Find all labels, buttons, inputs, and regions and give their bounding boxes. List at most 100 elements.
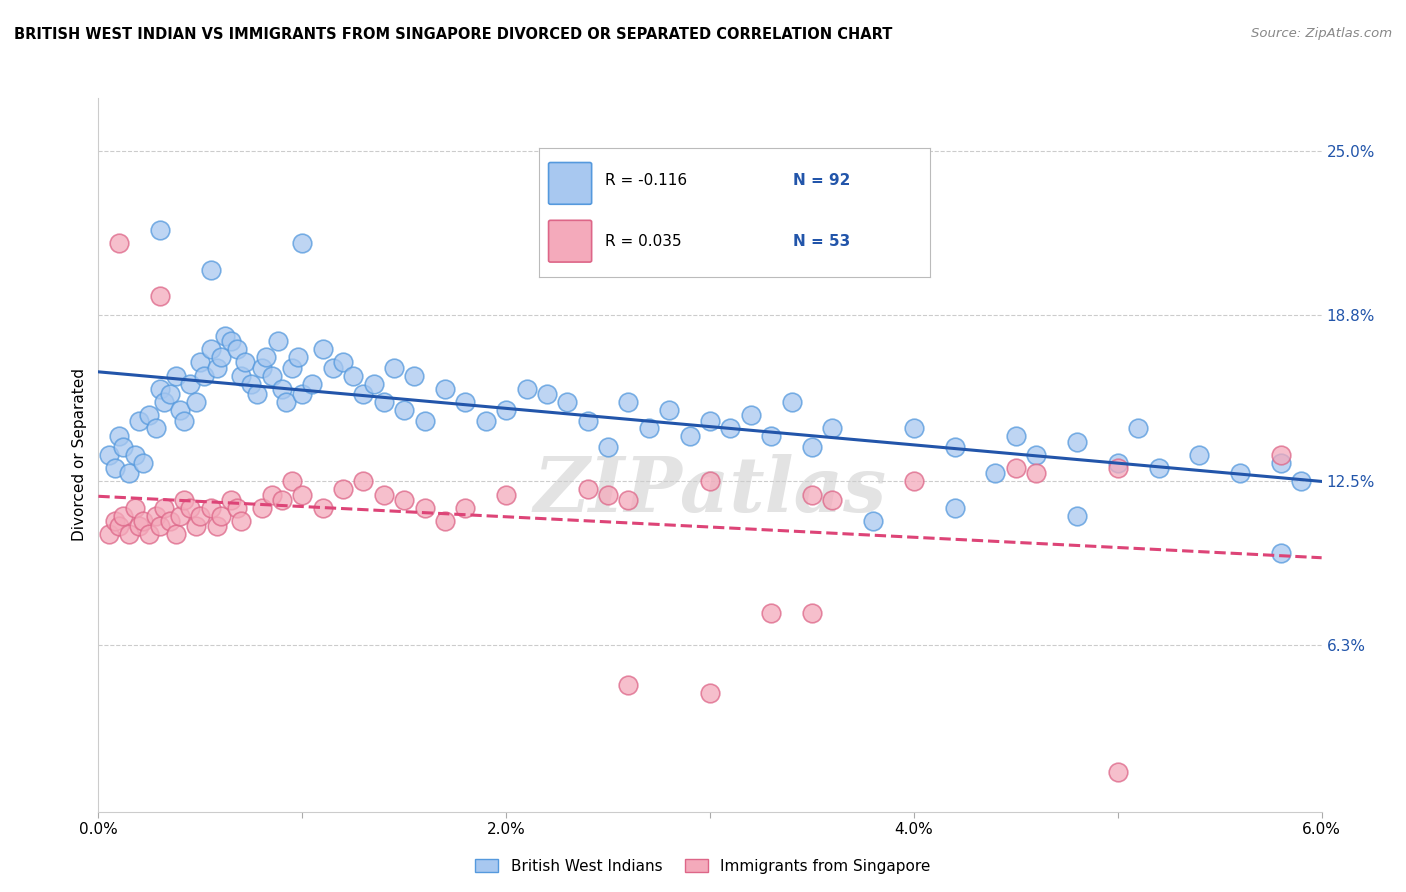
Point: [108, 519, 131, 533]
Point: [254, 350, 277, 364]
Point: [332, 355, 354, 369]
Point: [152, 395, 174, 409]
Point: [1004, 429, 1026, 443]
Point: [454, 500, 477, 515]
Point: [1066, 434, 1088, 449]
Point: [392, 492, 416, 507]
Point: [169, 403, 191, 417]
Point: [246, 387, 269, 401]
Point: [576, 483, 599, 497]
Point: [617, 492, 640, 507]
Point: [214, 329, 236, 343]
Point: [250, 360, 273, 375]
Point: [159, 514, 181, 528]
Point: [1188, 448, 1211, 462]
Point: [413, 500, 436, 515]
Point: [678, 429, 700, 443]
Point: [291, 387, 314, 401]
Point: [474, 413, 498, 427]
Point: [108, 429, 131, 443]
Point: [382, 360, 405, 375]
Point: [576, 413, 599, 427]
Point: [943, 440, 966, 454]
Point: [165, 368, 187, 383]
Point: [433, 514, 456, 528]
Point: [108, 236, 131, 251]
Point: [363, 376, 385, 391]
Point: [186, 395, 208, 409]
Point: [1270, 546, 1292, 560]
Point: [311, 500, 335, 515]
Point: [149, 382, 172, 396]
Point: [240, 376, 263, 391]
Point: [226, 500, 249, 515]
Point: [801, 440, 824, 454]
Point: [536, 387, 558, 401]
Point: [1025, 448, 1047, 462]
Point: [433, 382, 456, 396]
Point: [173, 413, 195, 427]
Point: [124, 500, 146, 515]
Point: [943, 500, 966, 515]
Point: [699, 413, 721, 427]
Point: [291, 487, 314, 501]
Point: [205, 360, 228, 375]
Point: [260, 487, 283, 501]
Point: [97, 448, 120, 462]
Point: [373, 487, 395, 501]
Text: ZIPatlas: ZIPatlas: [533, 454, 887, 527]
Point: [165, 527, 187, 541]
Y-axis label: Divorced or Separated: Divorced or Separated: [72, 368, 87, 541]
Point: [149, 519, 172, 533]
Point: [555, 395, 579, 409]
Point: [342, 368, 364, 383]
Point: [267, 334, 290, 349]
Point: [1291, 475, 1313, 489]
Point: [801, 607, 824, 621]
Point: [205, 519, 228, 533]
Point: [617, 395, 640, 409]
Point: [145, 508, 167, 523]
Point: [200, 263, 222, 277]
Point: [821, 492, 844, 507]
Point: [188, 355, 212, 369]
Point: [311, 342, 335, 356]
Text: BRITISH WEST INDIAN VS IMMIGRANTS FROM SINGAPORE DIVORCED OR SEPARATED CORRELATI: BRITISH WEST INDIAN VS IMMIGRANTS FROM S…: [14, 27, 893, 42]
Point: [352, 475, 374, 489]
Point: [291, 236, 314, 251]
Point: [404, 368, 426, 383]
Point: [233, 355, 256, 369]
Point: [193, 368, 215, 383]
Point: [124, 448, 146, 462]
Point: [495, 487, 517, 501]
Point: [759, 429, 782, 443]
Point: [128, 519, 150, 533]
Legend: British West Indians, Immigrants from Singapore: British West Indians, Immigrants from Si…: [470, 853, 936, 880]
Point: [862, 514, 884, 528]
Point: [149, 289, 172, 303]
Point: [104, 461, 127, 475]
Point: [152, 500, 174, 515]
Point: [373, 395, 395, 409]
Point: [219, 334, 242, 349]
Point: [179, 376, 201, 391]
Point: [780, 395, 803, 409]
Point: [821, 421, 844, 435]
Point: [229, 368, 253, 383]
Point: [392, 403, 416, 417]
Point: [229, 514, 253, 528]
Point: [1107, 456, 1129, 470]
Text: Source: ZipAtlas.com: Source: ZipAtlas.com: [1251, 27, 1392, 40]
Point: [132, 456, 155, 470]
Point: [111, 440, 134, 454]
Point: [250, 500, 273, 515]
Point: [138, 409, 160, 423]
Point: [322, 360, 344, 375]
Point: [274, 395, 297, 409]
Point: [118, 527, 141, 541]
Point: [1147, 461, 1170, 475]
Point: [596, 487, 619, 501]
Point: [159, 387, 181, 401]
Point: [270, 492, 292, 507]
Point: [617, 678, 640, 692]
